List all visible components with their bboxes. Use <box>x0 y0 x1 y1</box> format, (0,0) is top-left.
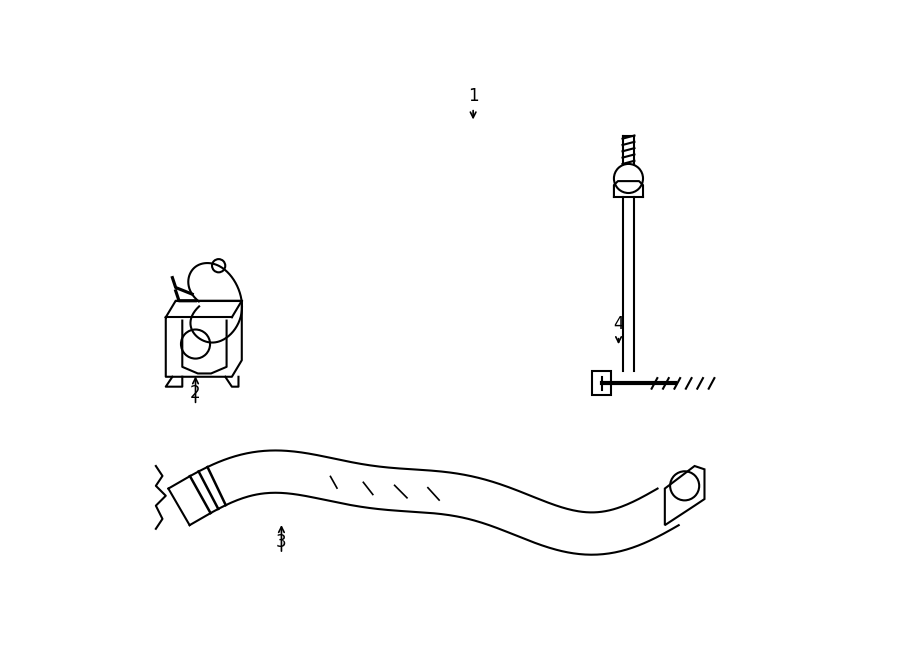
Text: 4: 4 <box>613 315 624 333</box>
Text: 1: 1 <box>468 87 479 105</box>
Text: 3: 3 <box>276 533 287 551</box>
Text: 2: 2 <box>190 384 201 403</box>
